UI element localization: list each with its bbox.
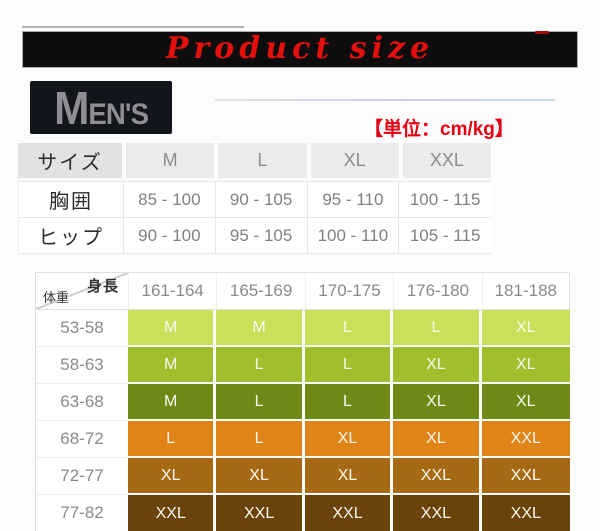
size-table-body: 胸囲 85 - 100 90 - 105 95 - 110 100 - 115 ヒップ 90… bbox=[18, 181, 491, 254]
size-table-value-cell: 90 - 100 bbox=[124, 218, 216, 254]
matrix-size-cell: M bbox=[128, 347, 217, 384]
size-table-value-cell: 90 - 105 bbox=[215, 182, 308, 218]
mens-logo: M EN'S bbox=[30, 81, 172, 134]
matrix-size-cell: XL bbox=[216, 458, 305, 495]
matrix-size-cell: XXL bbox=[304, 495, 394, 531]
matrix-size-cell: L bbox=[393, 310, 482, 347]
matrix-weight-row-label: 72-77 bbox=[35, 458, 128, 495]
size-measurements-table: サイズ M L XL XXL 胸囲 85 - 100 90 - 105 95 - 110 100… bbox=[18, 143, 491, 254]
size-table-column-header: XXL bbox=[402, 143, 491, 178]
matrix-weight-row-label: 58-63 bbox=[35, 347, 128, 384]
top-divider-line bbox=[22, 26, 244, 28]
size-table-column-header: M bbox=[126, 143, 215, 178]
matrix-size-cell: XL bbox=[393, 347, 482, 384]
size-table-value-cell: 95 - 105 bbox=[215, 218, 308, 254]
matrix-size-cell: XXL bbox=[393, 458, 482, 495]
matrix-size-cell: L bbox=[216, 347, 305, 384]
matrix-size-cell: XXL bbox=[481, 495, 570, 531]
matrix-size-cell: XL bbox=[393, 421, 482, 458]
size-table-value-cell: 100 - 115 bbox=[399, 182, 491, 218]
matrix-height-column-header: 176-180 bbox=[393, 272, 482, 310]
size-table-column-header: XL bbox=[310, 143, 399, 178]
size-table-value-cell: 85 - 100 bbox=[124, 182, 216, 218]
logo-side-divider-line bbox=[215, 99, 555, 101]
matrix-corner-height-label: 身長 bbox=[86, 278, 119, 295]
matrix-size-cell: XL bbox=[481, 384, 570, 421]
size-table-column-header: L bbox=[218, 143, 307, 178]
matrix-size-cell: XL bbox=[393, 384, 482, 421]
matrix-size-cell: L bbox=[128, 421, 217, 458]
matrix-size-cell: M bbox=[216, 310, 305, 347]
matrix-size-cell: XL bbox=[128, 458, 217, 495]
matrix-size-cell: XL bbox=[481, 310, 570, 347]
matrix-height-column-header: 170-175 bbox=[304, 272, 394, 310]
matrix-weight-row-label: 53-58 bbox=[35, 310, 128, 347]
matrix-size-cell: XL bbox=[304, 421, 394, 458]
matrix-size-cell: XXL bbox=[216, 495, 305, 531]
size-table-corner-header: サイズ bbox=[18, 143, 122, 178]
size-table-value-cell: 95 - 110 bbox=[307, 182, 400, 218]
matrix-corner-cell: 身長体重 bbox=[35, 272, 128, 310]
matrix-size-cell: XL bbox=[304, 458, 394, 495]
height-weight-matrix-table: 身長 体重 161-164 165-169 170-175 176-180 181-188 5… bbox=[35, 272, 570, 531]
matrix-size-cell: XXL bbox=[481, 421, 570, 458]
size-table-row-label: 胸囲 bbox=[18, 182, 124, 218]
unit-label: 【単位：cm/kg】 bbox=[364, 119, 514, 140]
mens-logo-rest: EN'S bbox=[88, 97, 149, 131]
banner-red-accent bbox=[535, 31, 549, 34]
banner-title: Product size bbox=[165, 31, 435, 66]
matrix-size-cell: M bbox=[128, 384, 217, 421]
mens-logo-text: M EN'S bbox=[54, 81, 149, 134]
matrix-weight-row-label: 68-72 bbox=[35, 421, 128, 458]
size-table-row-label: ヒップ bbox=[18, 218, 124, 254]
matrix-weight-row-label: 63-68 bbox=[35, 384, 128, 421]
matrix-size-cell: L bbox=[304, 347, 394, 384]
matrix-size-cell: XXL bbox=[481, 458, 570, 495]
matrix-height-column-header: 161-164 bbox=[128, 272, 217, 310]
matrix-size-cell: L bbox=[216, 421, 305, 458]
matrix-size-cell: L bbox=[304, 310, 394, 347]
product-size-banner: Product size bbox=[22, 31, 578, 68]
matrix-size-cell: XXL bbox=[128, 495, 217, 531]
matrix-height-column-header: 181-188 bbox=[481, 272, 570, 310]
matrix-weight-row-label: 77-82 bbox=[35, 495, 128, 531]
size-table-value-cell: 105 - 115 bbox=[399, 218, 491, 254]
matrix-size-cell: M bbox=[128, 310, 217, 347]
size-table-header-row: サイズ M L XL XXL bbox=[18, 143, 491, 178]
matrix-size-cell: XXL bbox=[393, 495, 482, 531]
matrix-height-column-header: 165-169 bbox=[216, 272, 305, 310]
size-table-value-cell: 100 - 110 bbox=[307, 218, 400, 254]
matrix-size-cell: L bbox=[304, 384, 394, 421]
matrix-size-cell: XL bbox=[481, 347, 570, 384]
matrix-corner-weight-label: 体重 bbox=[43, 290, 70, 305]
mens-logo-first-letter: M bbox=[54, 81, 89, 134]
matrix-size-cell: L bbox=[216, 384, 305, 421]
